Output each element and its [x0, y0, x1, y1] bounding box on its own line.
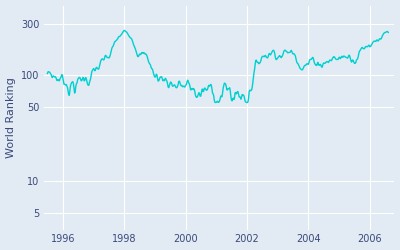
Y-axis label: World Ranking: World Ranking	[6, 77, 16, 158]
